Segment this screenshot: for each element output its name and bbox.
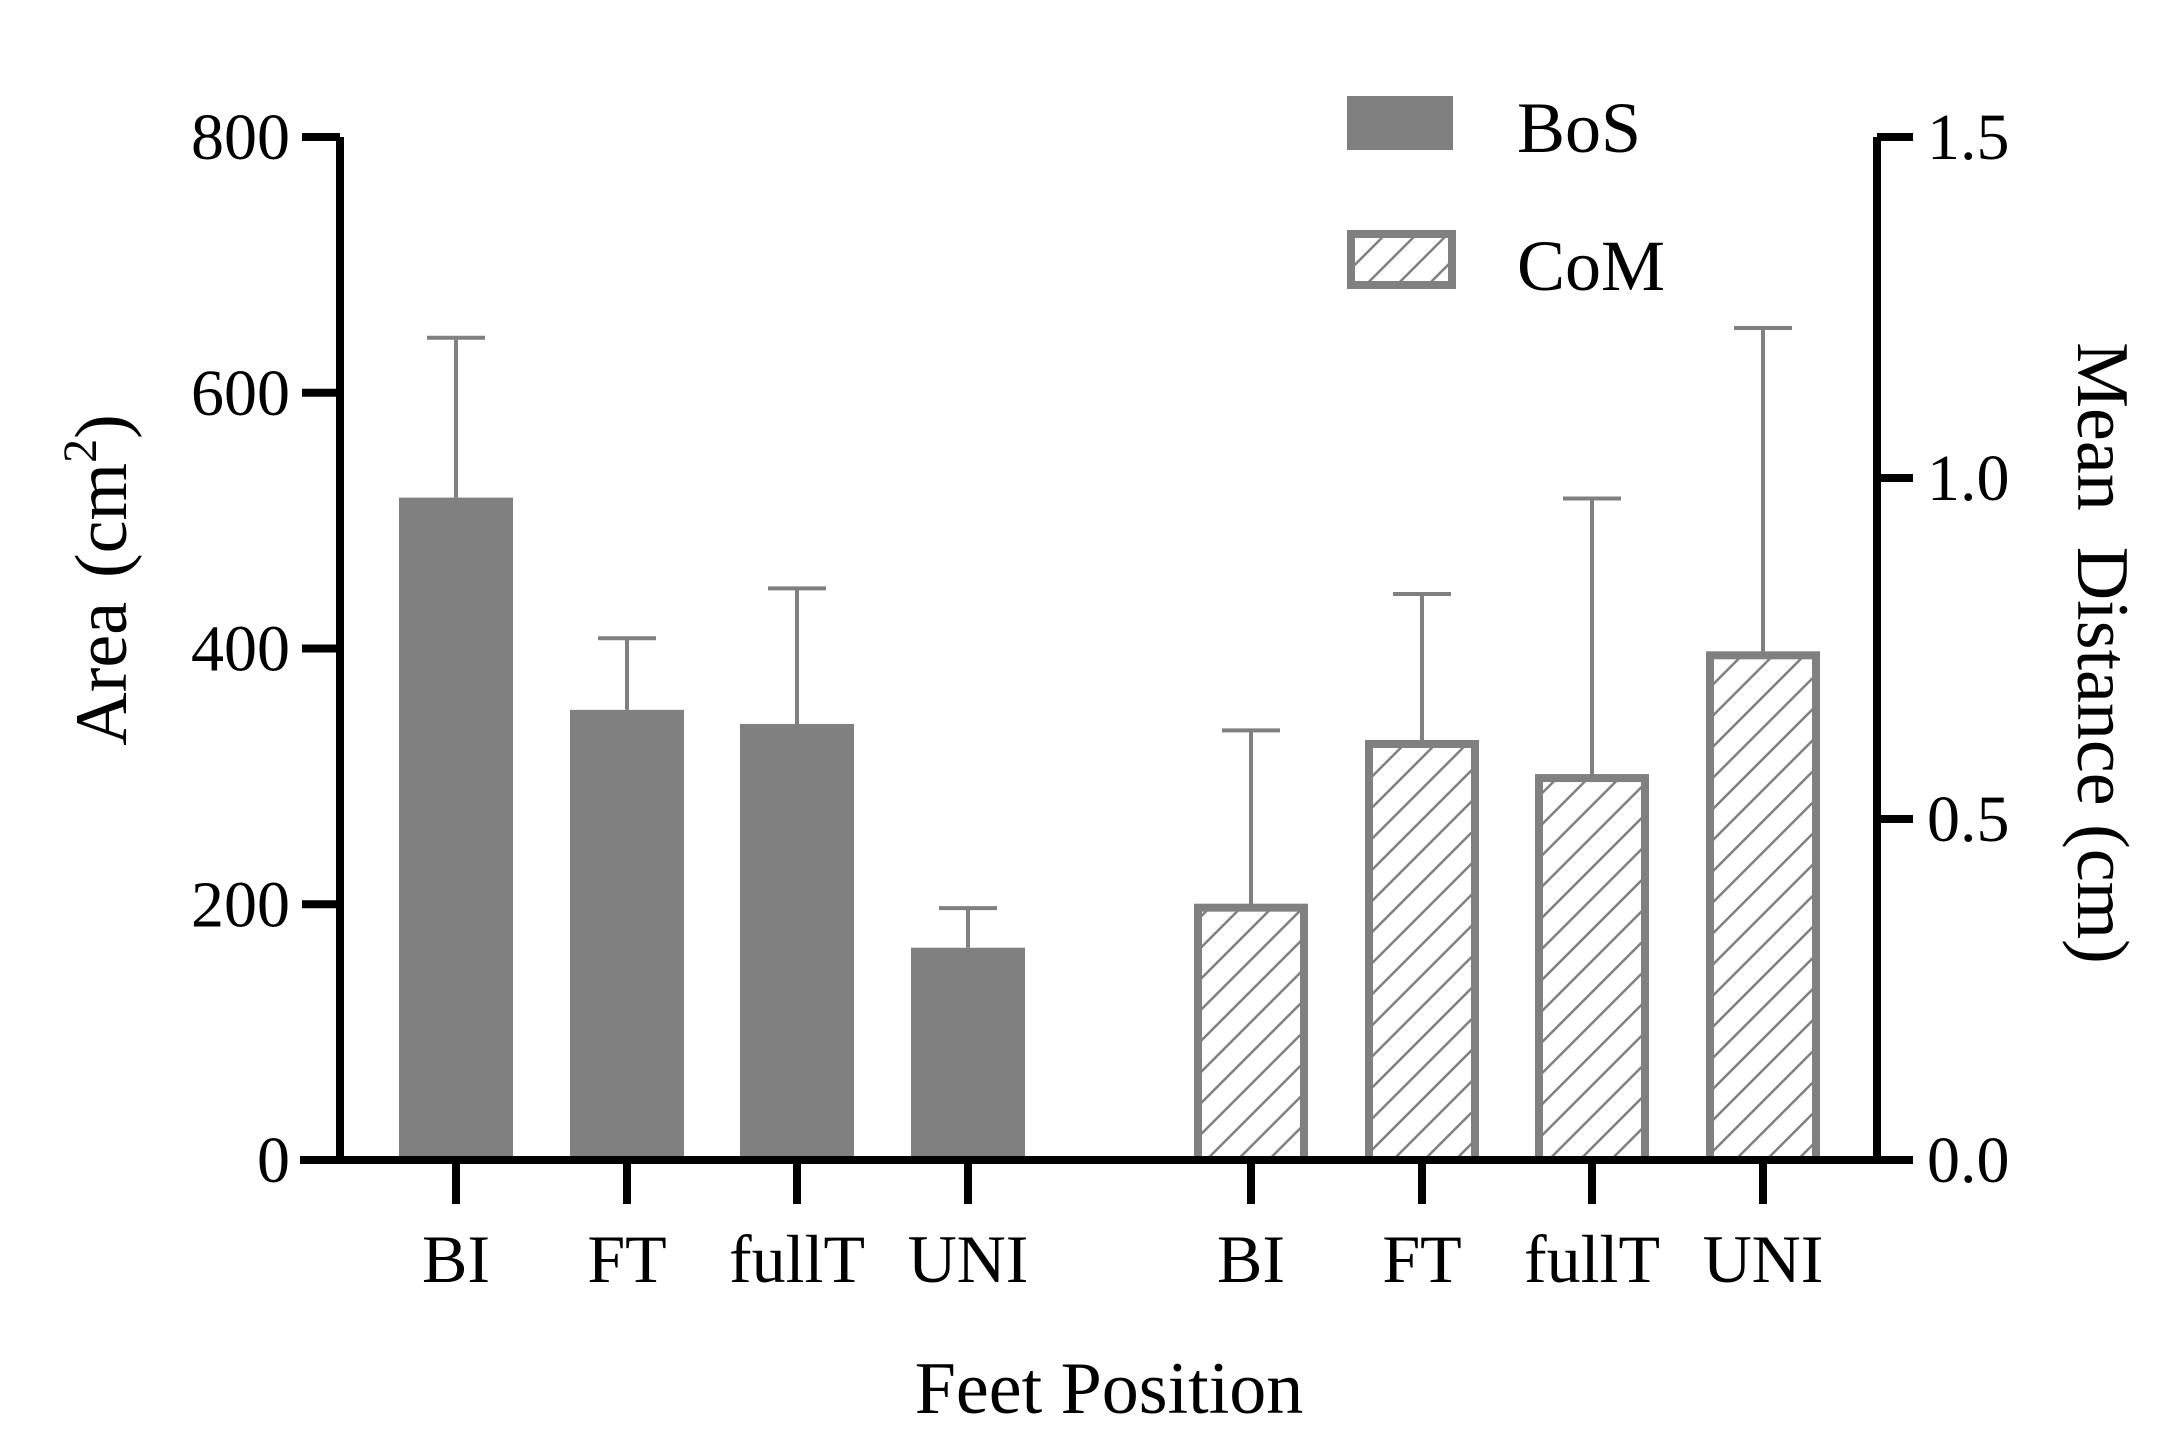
bars-layer bbox=[399, 325, 1820, 1165]
x-axis-category-label: BI bbox=[422, 1221, 490, 1297]
left-axis-tick-label: 200 bbox=[191, 868, 290, 941]
legend-label-bos: BoS bbox=[1517, 88, 1641, 168]
right-axis-tick-label: 1.5 bbox=[1927, 101, 2010, 174]
right-axis-tick-label: 1.0 bbox=[1927, 442, 2010, 515]
y-axis-title-right-word1: Mean bbox=[2061, 342, 2143, 511]
legend-swatch-bos bbox=[1347, 96, 1453, 150]
bar-bos bbox=[740, 723, 854, 1160]
bar-com bbox=[1365, 739, 1479, 1164]
bar-com bbox=[1194, 903, 1308, 1164]
y-axis-title-superscript: 2 bbox=[54, 439, 107, 463]
y-axis-title-word: Area bbox=[61, 602, 143, 746]
bar-com bbox=[1706, 651, 1820, 1164]
y-axis-title-unit-open: (cm bbox=[61, 463, 143, 578]
x-axis-category-label: fullT bbox=[729, 1221, 865, 1297]
x-axis-category-label: BI bbox=[1217, 1221, 1285, 1297]
x-axis-category-label: UNI bbox=[908, 1221, 1029, 1297]
left-axis-tick-label: 400 bbox=[191, 613, 290, 686]
right-axis-tick-label: 0.0 bbox=[1927, 1124, 2010, 1197]
y-axis-title-right: Mean Distance (cm) bbox=[2061, 342, 2143, 964]
y-axis-title-left: Area (cm2) bbox=[54, 414, 143, 745]
x-axis-category-label: UNI bbox=[1703, 1221, 1824, 1297]
y-axis-title-right-word2: Distance (cm) bbox=[2061, 547, 2143, 964]
y-axis-title-unit-close: ) bbox=[61, 414, 143, 439]
left-axis-tick-label: 600 bbox=[191, 357, 290, 430]
legend-label-com: CoM bbox=[1517, 226, 1665, 306]
x-axis-category-label: fullT bbox=[1524, 1221, 1660, 1297]
bar-com bbox=[1535, 774, 1649, 1165]
axes-layer: 0 200 400 600 800 0.0 0.5 1.0 1.5 BI FT fullT UNI BI F… bbox=[191, 101, 2010, 1297]
x-axis-category-label: FT bbox=[1382, 1221, 1461, 1297]
left-axis-tick-label: 0 bbox=[257, 1124, 290, 1197]
legend-swatch-com bbox=[1347, 230, 1456, 289]
x-axis-title: Feet Position bbox=[915, 1348, 1304, 1430]
bar-bos bbox=[911, 947, 1025, 1160]
right-axis-tick-label: 0.5 bbox=[1927, 783, 2010, 856]
bar-bos bbox=[399, 497, 513, 1160]
x-axis-category-label: FT bbox=[587, 1221, 666, 1297]
legend: BoS CoM bbox=[1347, 88, 1665, 306]
bar-bos bbox=[570, 709, 684, 1160]
left-axis-tick-label: 800 bbox=[191, 101, 290, 174]
